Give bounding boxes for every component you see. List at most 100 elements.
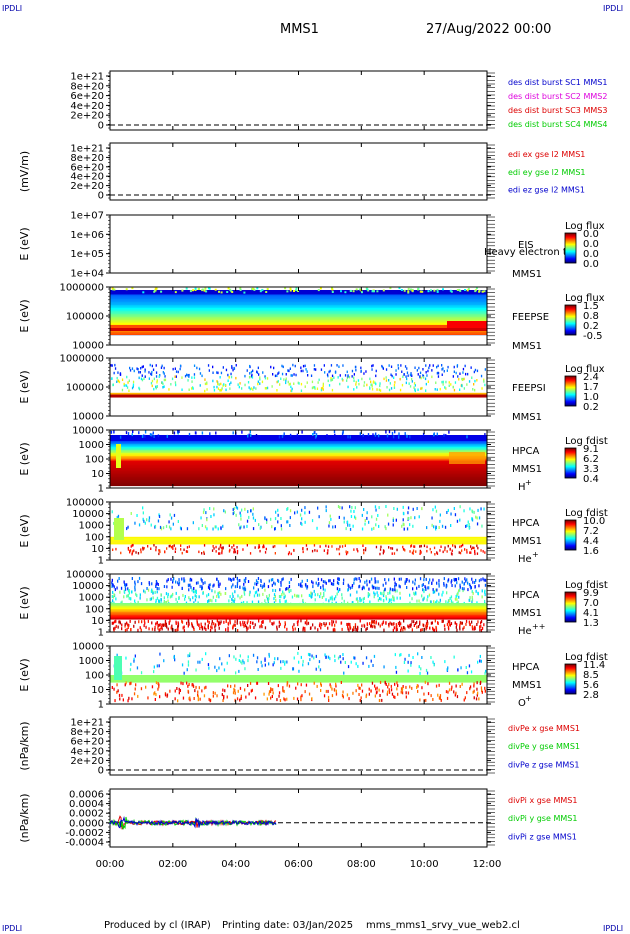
spectrogram-pixel [392,628,394,632]
spectrogram-pixel [453,370,455,373]
spectrogram-pixel [216,577,218,581]
spectrogram-pixel [183,548,185,551]
spectrogram-pixel [419,671,421,675]
spectrogram-pixel [175,591,177,595]
colorbar-swatch [565,683,576,685]
spectrogram-pixel [392,588,394,592]
spectrogram-band [110,436,487,439]
spectrogram-pixel [187,624,189,628]
y-axis-label: (nPa/km) [18,793,31,842]
spectrogram-pixel [140,687,143,691]
spectrogram-pixel [243,624,245,628]
spectrogram-pixel [251,376,254,379]
spectrogram-pixel [235,505,237,509]
spectrogram-pixel [438,683,440,687]
spectrogram-pixel [394,682,396,686]
spectrogram-pixel [193,376,196,379]
spectrogram-pixel [278,694,280,698]
spectrogram-pixel [113,288,116,291]
spectrogram-pixel [214,691,216,695]
instrument-label: HPCA [512,446,540,457]
spectrogram-pixel [379,680,382,684]
spectrogram-pixel [116,690,118,694]
spectrogram-pixel [201,587,203,591]
spectrogram-pixel [420,544,422,548]
spectrogram-pixel [369,377,371,381]
spectrogram-pixel [375,517,378,521]
spectrogram-pixel [155,548,157,552]
spectrogram-pixel [239,289,242,291]
colorbar-swatch [565,241,576,243]
spectrogram-pixel [274,527,276,530]
spectrogram-pixel [305,368,307,371]
spectrogram-pixel [393,597,395,600]
spectrogram-pixel [431,375,433,379]
spectrogram-pixel [143,619,146,623]
spectrogram-feature [114,656,122,680]
spectrogram-pixel [327,551,329,555]
spectrogram-pixel [143,547,145,550]
spectrogram-pixel [313,364,316,367]
spectrogram-pixel [306,586,308,590]
spectrogram-pixel [348,375,351,379]
spectrogram-pixel [207,585,210,589]
spectrogram-pixel [289,289,292,292]
spectrogram-pixel [471,598,474,602]
colorbar-tick-label: 1.3 [583,618,599,629]
spectrogram-pixel [395,665,397,669]
spectrogram-pixel [175,383,177,387]
spectrogram-pixel [358,686,360,690]
spectrogram-pixel [479,628,481,632]
spectrogram-pixel [242,620,244,624]
spectrogram-pixel [240,694,242,698]
spectrogram-pixel [377,598,380,602]
spectrogram-pixel [129,549,132,552]
spectrogram-pixel [296,697,299,701]
spectrogram-pixel [484,686,486,690]
y-tick-label: 1e+21 [70,72,104,83]
colorbar-tick-label: 0.2 [583,321,599,332]
spectrogram-pixel [351,506,353,509]
spectrogram-pixel [432,588,434,592]
spectrogram-pixel [286,507,288,511]
spectrogram-pixel [257,600,260,604]
spectrogram-pixel [302,663,304,667]
spectrogram-pixel [432,660,434,664]
spectrogram-pixel [477,592,479,596]
y-tick-label: 1 [98,556,104,567]
spectrogram-pixel [476,601,478,605]
spectrogram-pixel [231,592,234,596]
spectrogram-pixel [473,684,475,688]
spectrogram-pixel [348,628,350,632]
spectrogram-pixel [116,653,118,657]
colorbar-title: Log flux [565,293,605,304]
spectrogram-pixel [337,577,339,581]
spectrogram-pixel [220,592,222,596]
spectrogram-pixel [307,662,310,666]
x-tick-label: 08:00 [347,859,376,870]
spectrogram-pixel [218,290,220,293]
colorbar-swatch [565,458,576,460]
spectrogram-pixel [316,387,319,390]
y-tick-label: 1e+07 [70,211,104,222]
spectrogram-pixel [186,621,188,625]
spectrogram-pixel [436,551,438,554]
spectrogram-pixel [151,384,153,388]
spectrogram-pixel [322,388,324,391]
spectrogram-pixel [355,365,357,369]
spectrogram-pixel [125,656,127,660]
spectrogram-pixel [229,619,231,623]
spectrogram-pixel [151,373,153,376]
spectrogram-pixel [237,579,239,583]
spectrogram-pixel [218,585,220,588]
spectrogram-pixel [275,598,277,602]
y-tick-label: 1e+05 [70,249,104,260]
spectrogram-pixel [456,597,458,601]
spectrogram-pixel [413,386,415,389]
spectrogram-pixel [440,545,442,548]
spectrogram-pixel [148,377,150,380]
colorbar-swatch [565,477,576,479]
spectrogram-pixel [206,527,208,531]
spectrogram-pixel [173,577,175,581]
spectrogram-pixel [137,600,139,604]
